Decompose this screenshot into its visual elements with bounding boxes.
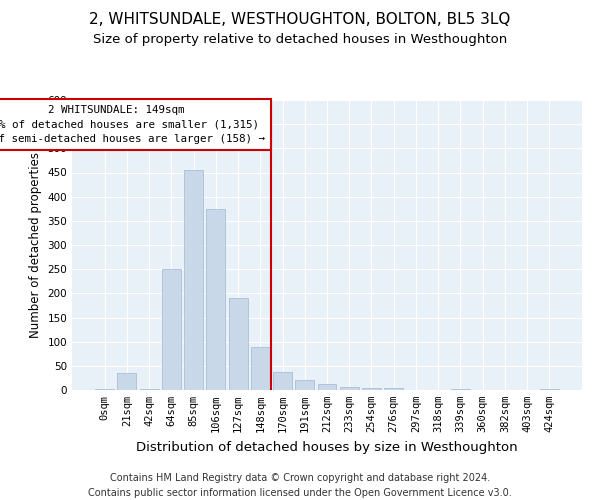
Bar [317,384,337,390]
Bar [251,346,270,390]
Bar [140,388,158,390]
Text: 2, WHITSUNDALE, WESTHOUGHTON, BOLTON, BL5 3LQ: 2, WHITSUNDALE, WESTHOUGHTON, BOLTON, BL… [89,12,511,28]
Bar [451,388,470,390]
Bar [206,209,225,390]
Bar [162,269,181,390]
Bar [362,388,381,390]
Bar [95,388,114,390]
Bar [540,389,559,390]
Bar [295,380,314,390]
Bar [340,387,359,390]
Bar [184,170,203,390]
Bar [384,388,403,390]
X-axis label: Distribution of detached houses by size in Westhoughton: Distribution of detached houses by size … [136,440,518,454]
Bar [229,298,248,390]
Text: 2 WHITSUNDALE: 149sqm
← 89% of detached houses are smaller (1,315)
11% of semi-d: 2 WHITSUNDALE: 149sqm ← 89% of detached … [0,105,265,144]
Y-axis label: Number of detached properties: Number of detached properties [29,152,42,338]
Text: Size of property relative to detached houses in Westhoughton: Size of property relative to detached ho… [93,32,507,46]
Bar [273,372,292,390]
Text: Contains HM Land Registry data © Crown copyright and database right 2024.
Contai: Contains HM Land Registry data © Crown c… [88,472,512,498]
Bar [118,373,136,390]
